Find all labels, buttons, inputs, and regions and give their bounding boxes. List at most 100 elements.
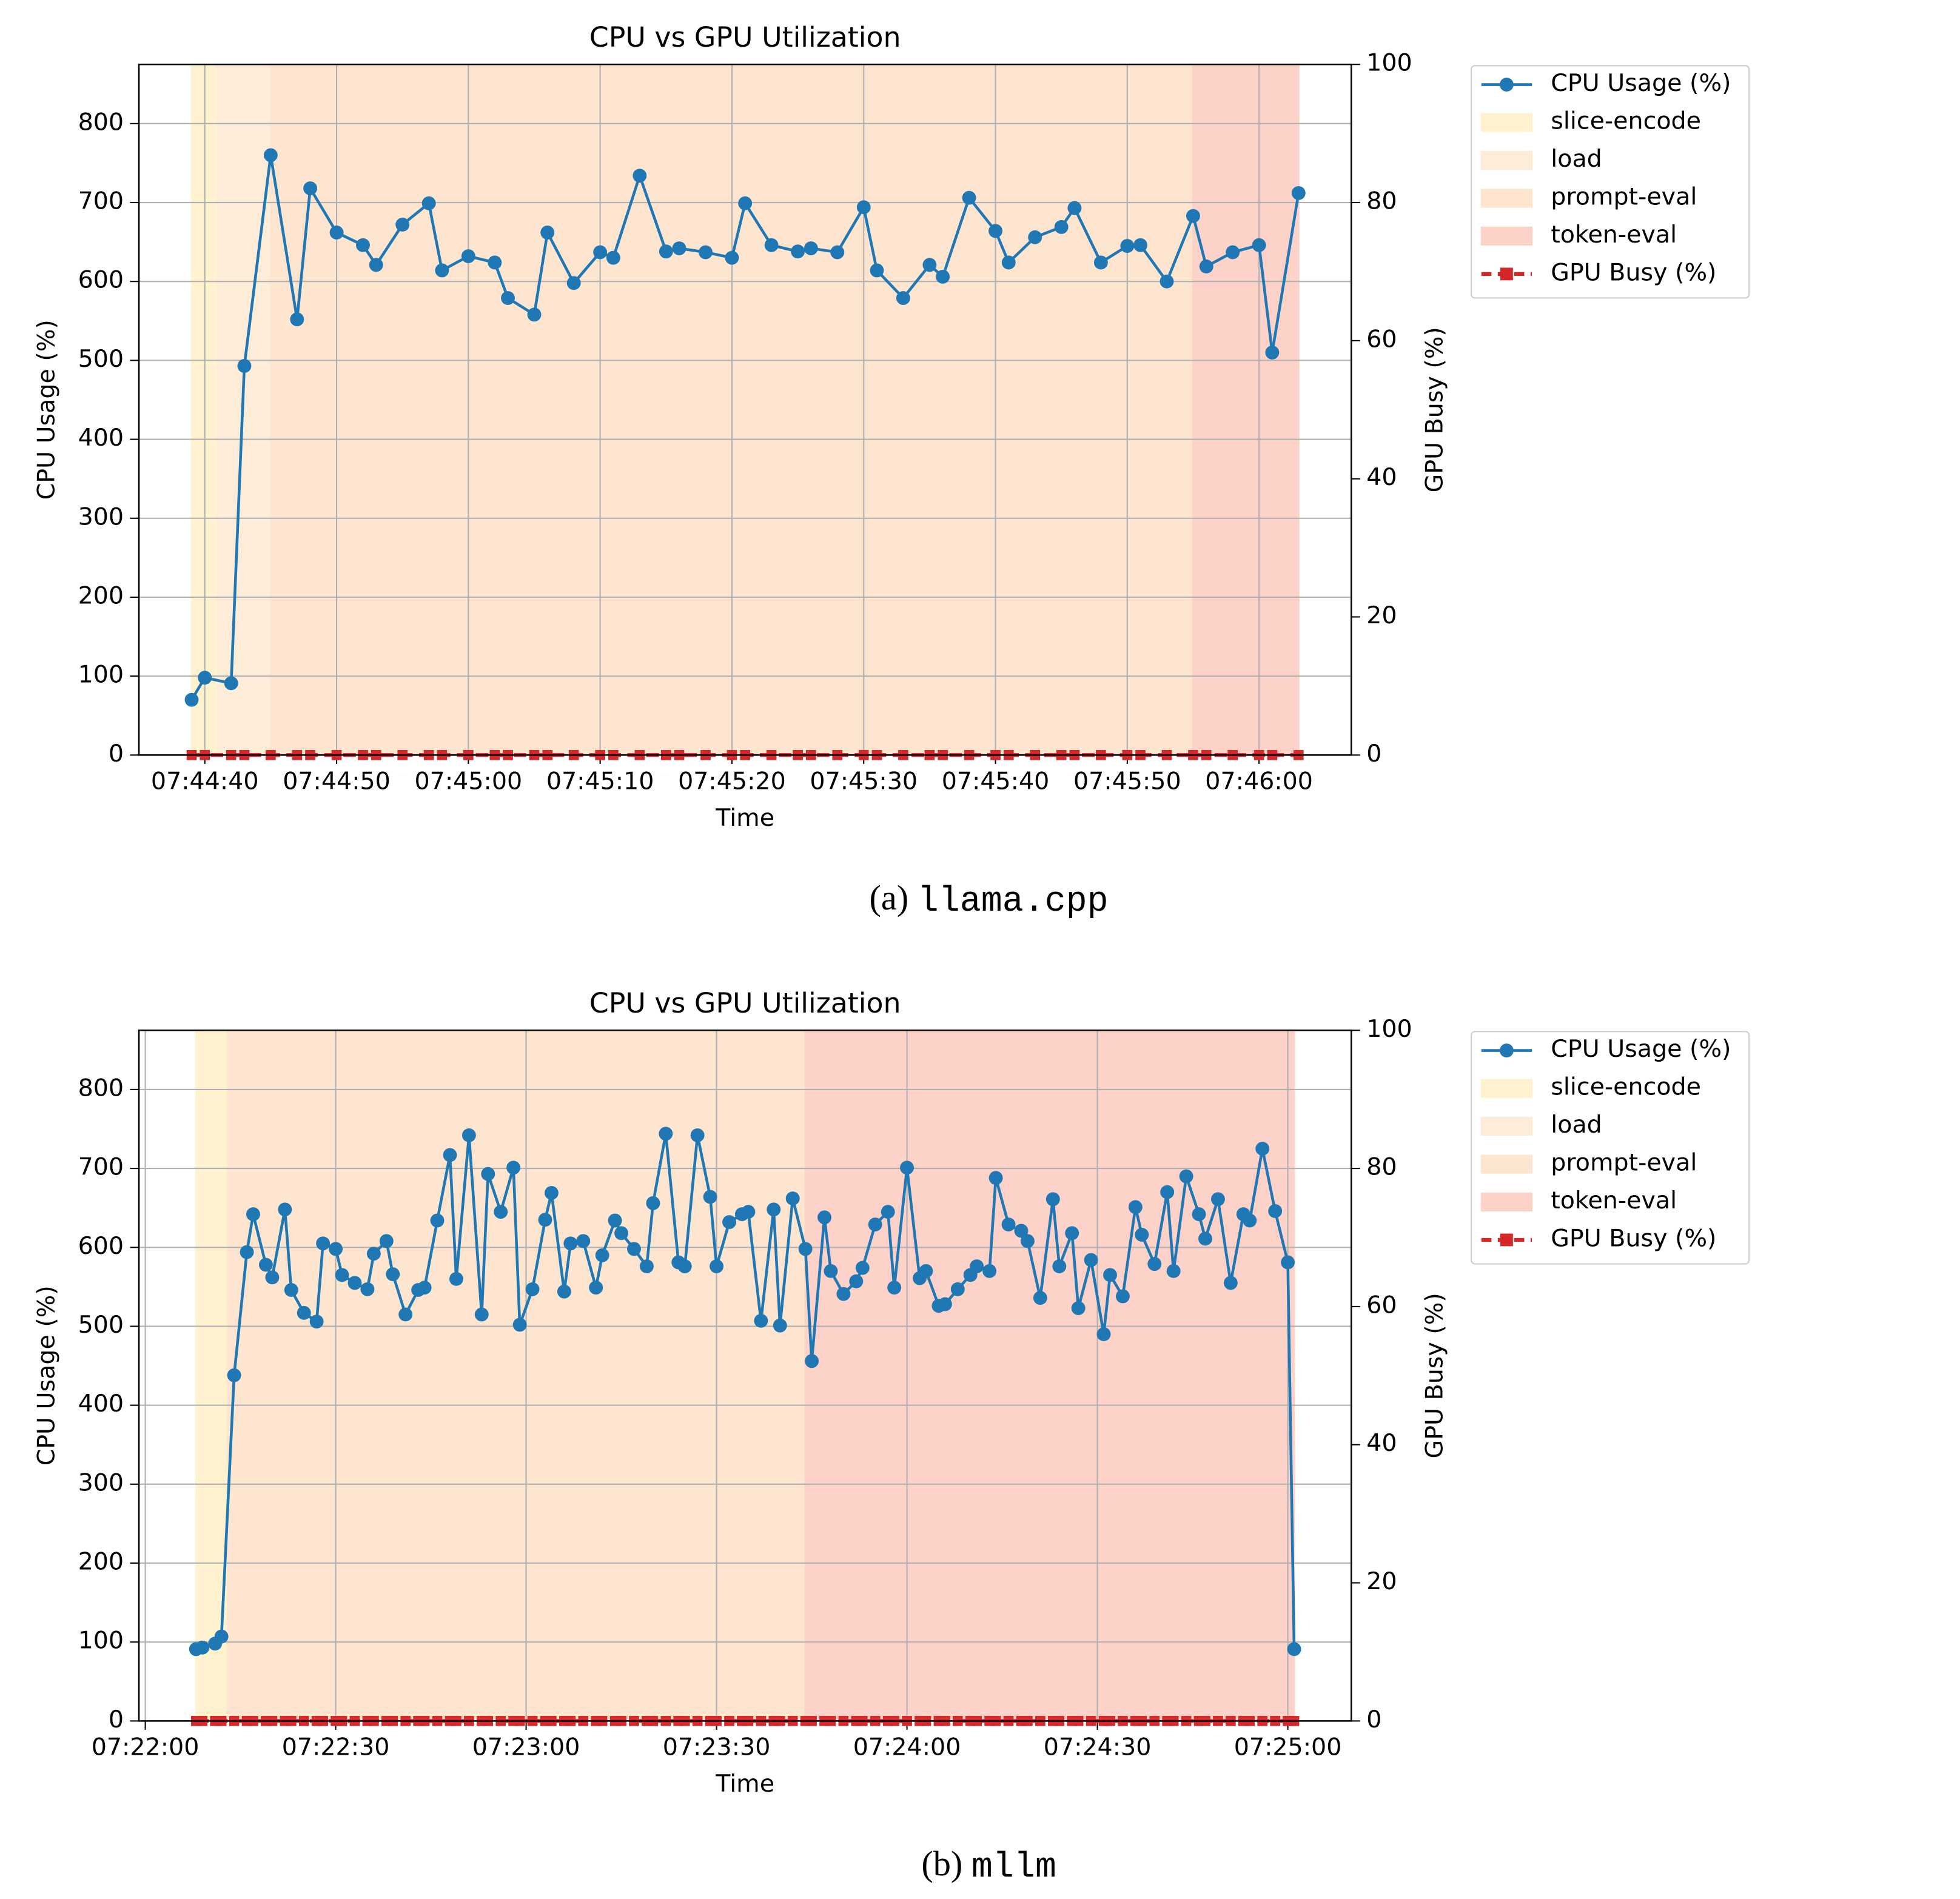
cpu-point	[1265, 345, 1280, 360]
cpu-point	[722, 1215, 736, 1230]
cpu-point	[303, 181, 318, 196]
cpu-point	[589, 1281, 603, 1295]
cpu-point	[360, 1282, 375, 1296]
cpu-point	[284, 1283, 298, 1298]
legend-label: token-eval	[1551, 221, 1677, 249]
cpu-point	[1243, 1213, 1257, 1228]
cpu-point	[881, 1205, 895, 1219]
caption: (a) llama.cpp	[870, 878, 1109, 922]
cpu-point	[614, 1226, 629, 1241]
cpu-point	[501, 291, 515, 305]
legend-box	[1471, 1031, 1750, 1265]
cpu-point	[329, 1242, 343, 1256]
y-tick-label: 800	[78, 1074, 124, 1102]
legend-marker	[1500, 1233, 1513, 1247]
cpu-point	[461, 249, 475, 264]
x-tick-label: 07:45:30	[810, 768, 918, 795]
legend-label: CPU Usage (%)	[1551, 69, 1731, 97]
y-tick-label: 300	[78, 503, 124, 531]
cpu-point	[1210, 1192, 1225, 1207]
x-tick-label: 07:45:00	[415, 768, 523, 795]
cpu-point	[379, 1234, 394, 1248]
cpu-point	[449, 1271, 463, 1286]
cpu-line	[190, 155, 1300, 701]
x-tick-label: 07:23:00	[472, 1733, 580, 1761]
cpu-point	[593, 245, 608, 260]
cpu-point	[606, 250, 620, 265]
y-tick-label: 100	[78, 661, 124, 689]
cpu-point	[962, 190, 976, 205]
chart-title: CPU vs GPU Utilization	[589, 21, 901, 53]
cpu-point	[237, 359, 252, 373]
cpu-point	[627, 1242, 641, 1256]
y-tick-label: 400	[78, 1390, 124, 1418]
legend-swatch	[1480, 113, 1533, 132]
y2-axis-label: GPU Busy (%)	[1420, 1293, 1448, 1458]
y2-tick-label: 0	[1366, 1706, 1381, 1733]
cpu-point	[1160, 1185, 1175, 1199]
cpu-point	[836, 1287, 851, 1301]
legend-swatch	[1480, 1154, 1533, 1174]
legend-label: slice-encode	[1551, 107, 1701, 135]
cpu-point	[672, 241, 686, 255]
cpu-point	[922, 258, 937, 272]
cpu-point	[988, 224, 1002, 238]
cpu-point	[214, 1629, 229, 1644]
cpu-point	[278, 1202, 292, 1217]
cpu-point	[868, 1217, 882, 1231]
y-axis-label: CPU Usage (%)	[33, 320, 61, 500]
cpu-point	[263, 148, 278, 162]
cpu-point	[1067, 201, 1082, 215]
cpu-point	[659, 1127, 673, 1141]
legend-box	[1471, 65, 1750, 299]
x-axis-label: Time	[715, 1770, 774, 1798]
cpu-point	[1252, 238, 1266, 252]
legend-label: load	[1551, 1111, 1602, 1139]
cpu-point	[227, 1368, 241, 1382]
cpu-point	[488, 255, 502, 270]
cpu-point	[1120, 239, 1135, 253]
x-axis-label: Time	[715, 804, 774, 832]
cpu-point	[258, 1258, 273, 1272]
x-tick-label: 07:46:00	[1205, 768, 1313, 795]
cpu-point	[798, 1242, 813, 1256]
y-tick-label: 100	[78, 1627, 124, 1655]
cpu-point	[870, 263, 884, 278]
cpu-point	[1020, 1234, 1035, 1248]
phase-band	[804, 1029, 1295, 1722]
chart: 07:44:40 07:44:50 07:45:00 07:45:10 07:45:20…	[33, 21, 1750, 922]
cpu-point	[1199, 260, 1213, 273]
cpu-point	[481, 1167, 495, 1181]
cpu-point	[710, 1259, 724, 1273]
cpu-point	[754, 1313, 768, 1328]
cpu-point	[195, 1640, 210, 1655]
cpu-point	[1128, 1200, 1143, 1214]
cpu-point	[430, 1213, 445, 1228]
legend-label: prompt-eval	[1551, 183, 1697, 210]
legend-label: load	[1551, 145, 1602, 173]
cpu-point	[1115, 1289, 1130, 1304]
cpu-point	[764, 238, 779, 252]
cpu-point	[741, 1205, 756, 1219]
x-tick-label: 07:44:50	[283, 768, 391, 795]
cpu-point	[544, 1185, 559, 1200]
cpu-point	[785, 1191, 800, 1206]
legend-swatch	[1480, 189, 1533, 208]
y2-tick-label: 80	[1366, 1153, 1397, 1181]
cpu-point	[690, 1128, 705, 1142]
caption-label: (b)	[921, 1844, 962, 1883]
cpu-point	[805, 1354, 819, 1368]
cpu-point	[982, 1264, 997, 1278]
cpu-point	[608, 1213, 622, 1228]
cpu-point	[538, 1213, 552, 1227]
y2-tick-label: 40	[1366, 463, 1397, 491]
y2-tick-label: 100	[1366, 1015, 1412, 1043]
cpu-point	[527, 307, 542, 322]
caption-code: mllm	[972, 1847, 1056, 1887]
cpu-point	[1147, 1257, 1162, 1271]
phase-band	[227, 1029, 807, 1722]
y2-tick-label: 100	[1366, 49, 1412, 77]
cpu-point	[1166, 1264, 1181, 1278]
cpu-point	[900, 1160, 915, 1175]
